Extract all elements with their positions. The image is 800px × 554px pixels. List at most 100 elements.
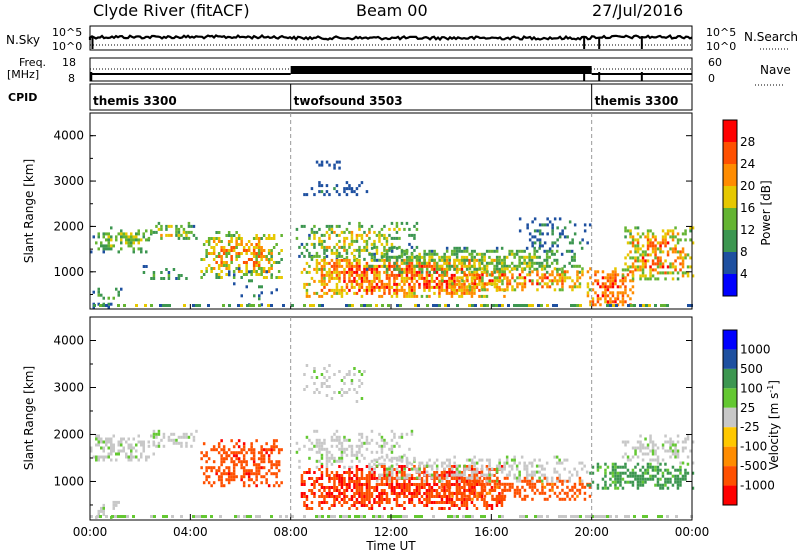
scatter-cell [453, 473, 456, 477]
scatter-cell [388, 447, 391, 451]
scatter-cell [624, 465, 627, 469]
scatter-cell [388, 276, 391, 280]
scatter-cell [475, 267, 479, 271]
scatter-cell [413, 282, 416, 286]
scatter-cell [202, 472, 206, 476]
scatter-cell [669, 271, 672, 275]
scatter-cell [100, 455, 103, 459]
scatter-cell [340, 388, 344, 391]
scatter-cell [490, 467, 494, 471]
scatter-cell [684, 232, 687, 236]
scatter-cell [666, 440, 670, 444]
scatter-cell [343, 450, 346, 454]
scatter-cell [240, 463, 243, 467]
scatter-cell [513, 461, 516, 465]
scatter-cell [473, 258, 476, 262]
scatter-cell [275, 460, 278, 464]
scatter-cell [463, 492, 466, 495]
scatter-cell [375, 273, 379, 277]
scatter-cell [438, 304, 441, 307]
scatter-cell [621, 300, 625, 304]
scatter-cell [295, 450, 299, 454]
scatter-cell [631, 274, 635, 278]
scatter-cell [531, 282, 534, 286]
scatter-cell [313, 224, 316, 228]
scatter-cell [340, 288, 344, 292]
scatter-cell [639, 259, 642, 263]
scatter-cell [558, 276, 562, 280]
scatter-cell [303, 254, 306, 258]
scatter-cell [626, 229, 630, 233]
scatter-cell [465, 489, 469, 492]
scatter-cell [373, 279, 376, 283]
scatter-cell [353, 501, 356, 504]
scatter-cell [112, 506, 115, 510]
scatter-cell [378, 473, 381, 477]
scatter-cell [257, 472, 261, 476]
scatter-cell [97, 247, 100, 251]
scatter-cell [117, 449, 120, 453]
scatter-cell [330, 227, 334, 231]
scatter-cell [624, 480, 627, 484]
scatter-cell [338, 438, 341, 442]
scatter-cell [571, 488, 574, 492]
scatter-cell [250, 243, 253, 246]
scatter-cell [609, 282, 612, 286]
scatter-cell [97, 287, 100, 291]
scatter-cell [538, 470, 541, 474]
scatter-cell [589, 483, 592, 487]
scatter-cell [405, 464, 409, 468]
scatter-cell [440, 483, 444, 486]
scatter-cell [413, 489, 416, 492]
scatter-cell [137, 229, 140, 233]
scatter-cell [611, 300, 615, 304]
scatter-cell [435, 483, 439, 486]
scatter-cell [599, 303, 602, 307]
scatter-cell [120, 238, 123, 242]
scatter-cell [270, 249, 273, 252]
velocity-colorbar-tick: -25 [740, 420, 760, 434]
scatter-cell [550, 249, 554, 253]
scatter-cell [428, 270, 431, 274]
scatter-cell [629, 265, 632, 269]
scatter-cell [313, 245, 316, 249]
scatter-cell [330, 435, 334, 439]
scatter-cell [627, 304, 630, 307]
scatter-cell [440, 255, 444, 259]
scatter-cell [222, 457, 226, 461]
scatter-cell [619, 477, 622, 481]
scatter-cell [245, 472, 248, 476]
scatter-cell [410, 276, 414, 280]
scatter-cell [390, 456, 394, 460]
scatter-cell [348, 444, 351, 448]
scatter-cell [576, 515, 579, 518]
scatter-cell [430, 489, 434, 492]
scatter-cell [350, 242, 354, 246]
scatter-cell [340, 492, 344, 495]
scatter-cell [513, 488, 517, 492]
scatter-cell [345, 486, 349, 489]
scatter-cell [325, 379, 329, 382]
scatter-cell [629, 288, 632, 292]
scatter-cell [257, 255, 261, 258]
scatter-cell [468, 288, 472, 292]
scatter-cell [528, 473, 531, 477]
scatter-cell [596, 279, 600, 283]
scatter-cell [350, 267, 354, 271]
scatter-cell [440, 282, 444, 286]
scatter-cell [175, 438, 178, 442]
scatter-cell [486, 476, 489, 480]
scatter-cell [222, 460, 226, 464]
scatter-cell [195, 236, 198, 240]
scatter-cell [550, 252, 554, 256]
scatter-cell [551, 226, 554, 230]
scatter-cell [413, 273, 416, 277]
scatter-cell [335, 438, 339, 442]
scatter-cell [443, 255, 446, 259]
scatter-cell [348, 498, 351, 501]
scatter-cell [545, 264, 549, 268]
scatter-cell [631, 238, 635, 242]
scatter-cell [350, 264, 354, 268]
scatter-cell [396, 515, 399, 518]
scatter-cell [508, 470, 511, 474]
